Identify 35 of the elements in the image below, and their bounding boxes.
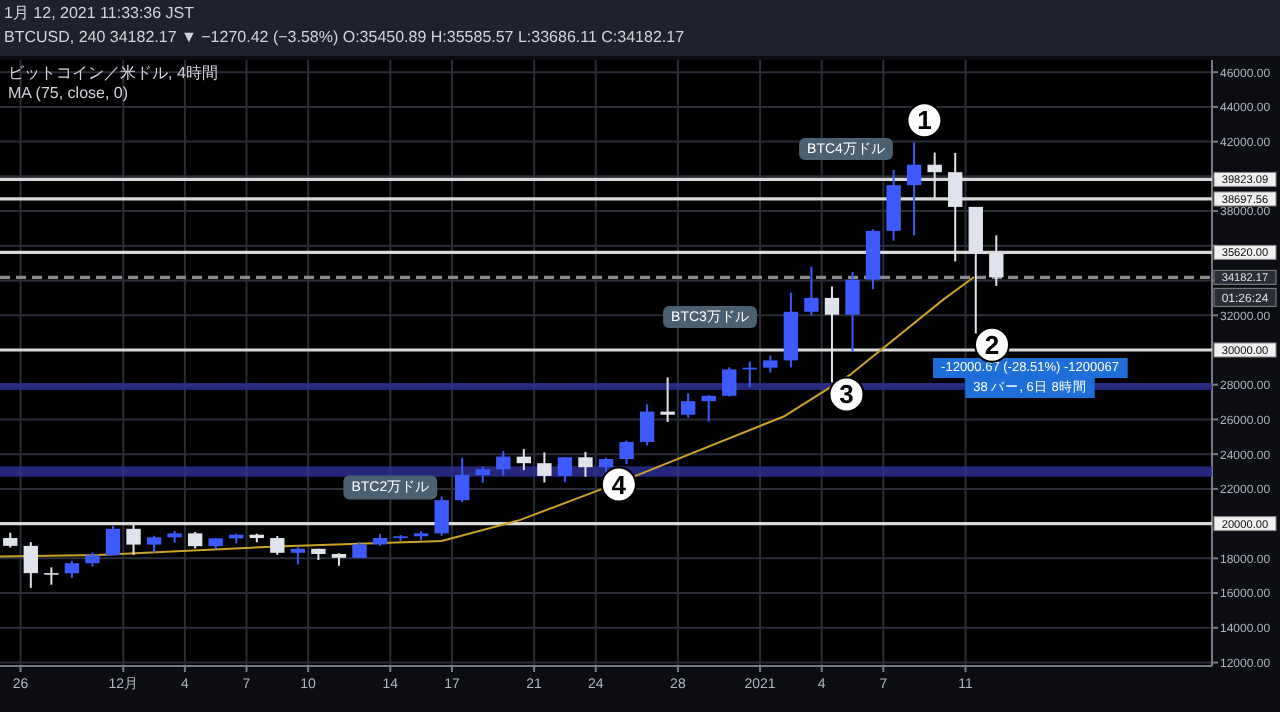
annotation: 4 — [611, 469, 628, 500]
candlestick — [989, 234, 1004, 287]
candlestick — [496, 450, 511, 477]
candlestick — [680, 392, 696, 419]
annotation: 1 — [917, 105, 932, 136]
annotation: 3 — [839, 379, 854, 410]
candlestick — [824, 285, 840, 384]
candlestick — [578, 450, 593, 478]
candlestick — [968, 205, 983, 335]
candlestick — [598, 456, 614, 478]
candlestick — [804, 265, 819, 317]
candlestick — [270, 534, 285, 556]
candlestick — [126, 524, 141, 556]
candlestick — [701, 394, 716, 423]
annotation: 2 — [984, 329, 1000, 360]
text: 1月 12, 2021 11:33:36 JST — [4, 4, 195, 22]
candlestick — [660, 376, 675, 424]
candlestick — [44, 566, 59, 586]
candlestick — [927, 151, 942, 200]
candlestick — [886, 168, 901, 242]
candlestick — [537, 451, 552, 484]
candlestick — [948, 151, 963, 263]
candlestick — [455, 456, 470, 504]
annotation: MA (75, close, 0) — [8, 84, 129, 102]
candlestick — [557, 456, 573, 484]
candlestick — [23, 541, 38, 589]
candlestick — [906, 141, 922, 237]
candlestick — [105, 525, 121, 557]
candlestick — [722, 366, 737, 398]
chart-title: ビットコイン／米ドル, 4時間 — [8, 64, 218, 82]
candlestick — [845, 270, 860, 353]
text: BTCUSD, 240 34182.17 ▼ −1270.42 (−3.58%) O:35450.89 H:35585.57 L:33686.11 C:34182.17 — [4, 28, 686, 46]
candlestick — [619, 439, 634, 466]
candlestick — [434, 495, 449, 537]
candlestick — [639, 403, 655, 447]
